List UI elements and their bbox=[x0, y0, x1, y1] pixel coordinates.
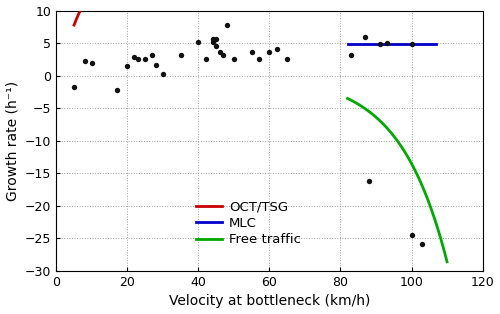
Point bbox=[418, 241, 426, 246]
Point bbox=[408, 233, 416, 238]
Line: OCT/TSG: OCT/TSG bbox=[74, 0, 305, 25]
Free traffic bbox=[404, 153, 409, 157]
MLC bbox=[362, 42, 368, 46]
Point bbox=[362, 35, 370, 40]
Free traffic bbox=[406, 156, 411, 160]
Point bbox=[255, 56, 263, 61]
Point bbox=[248, 50, 256, 55]
Point bbox=[148, 53, 156, 58]
MLC bbox=[398, 42, 404, 46]
MLC bbox=[434, 42, 440, 46]
Point bbox=[176, 53, 184, 58]
Point bbox=[212, 37, 220, 42]
Point bbox=[266, 50, 274, 55]
Point bbox=[283, 56, 291, 61]
X-axis label: Velocity at bottleneck (km/h): Velocity at bottleneck (km/h) bbox=[169, 295, 370, 308]
Free traffic bbox=[434, 227, 440, 230]
MLC bbox=[426, 42, 432, 46]
Free traffic bbox=[344, 97, 350, 100]
Free traffic bbox=[345, 97, 351, 100]
Point bbox=[202, 56, 209, 61]
Point bbox=[216, 50, 224, 55]
Point bbox=[208, 40, 216, 45]
Point bbox=[212, 43, 220, 48]
Point bbox=[223, 22, 231, 27]
Free traffic bbox=[444, 260, 450, 264]
Point bbox=[81, 58, 89, 63]
Point bbox=[376, 42, 384, 47]
Point bbox=[112, 88, 120, 93]
Free traffic bbox=[428, 208, 434, 211]
Point bbox=[88, 60, 96, 65]
Point bbox=[347, 52, 355, 57]
Y-axis label: Growth rate (h⁻¹): Growth rate (h⁻¹) bbox=[6, 81, 20, 201]
Legend: OCT/TSG, MLC, Free traffic: OCT/TSG, MLC, Free traffic bbox=[191, 195, 306, 252]
Point bbox=[208, 37, 216, 42]
MLC bbox=[429, 42, 435, 46]
Point bbox=[134, 57, 142, 62]
Point bbox=[70, 85, 78, 90]
Point bbox=[124, 63, 132, 68]
Point bbox=[159, 72, 167, 77]
OCT/TSG bbox=[71, 23, 77, 27]
Line: Free traffic: Free traffic bbox=[348, 99, 447, 262]
Free traffic bbox=[404, 153, 410, 157]
MLC bbox=[365, 42, 371, 46]
Point bbox=[141, 56, 149, 61]
Point bbox=[220, 53, 228, 58]
Point bbox=[130, 55, 138, 60]
MLC bbox=[390, 42, 396, 46]
Point bbox=[230, 56, 238, 61]
Point bbox=[194, 40, 202, 45]
Point bbox=[272, 46, 280, 51]
MLC bbox=[344, 42, 350, 46]
Point bbox=[365, 179, 373, 184]
Point bbox=[382, 41, 390, 46]
Point bbox=[152, 63, 160, 68]
OCT/TSG bbox=[72, 21, 78, 25]
Point bbox=[408, 41, 416, 46]
